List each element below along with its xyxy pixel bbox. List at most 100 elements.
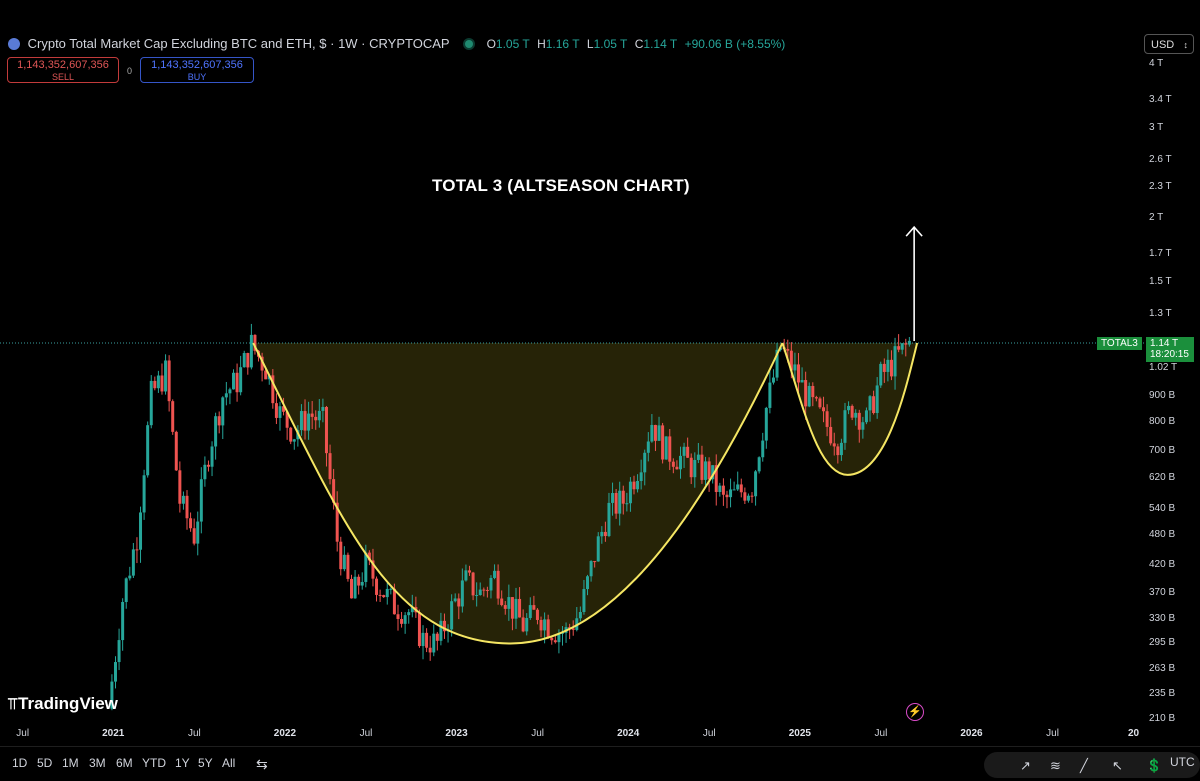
sell-button[interactable]: 1,143,352,607,356 SELL — [7, 57, 119, 83]
candle-body — [768, 382, 772, 408]
candle-body — [864, 410, 868, 423]
candle-body — [700, 454, 704, 480]
candle-body — [843, 410, 847, 443]
timeframe-5d[interactable]: 5D — [37, 756, 53, 770]
timeframe-5y[interactable]: 5Y — [198, 756, 213, 770]
candle-body — [514, 598, 518, 619]
candle-body — [696, 454, 700, 460]
buy-button[interactable]: 1,143,352,607,356 BUY — [140, 57, 254, 83]
candle-body — [682, 446, 686, 456]
candle-body — [789, 350, 793, 371]
candle-body — [822, 407, 826, 412]
candle-body — [149, 380, 153, 426]
x-tick-label: 2021 — [102, 728, 125, 739]
candle-body — [578, 612, 582, 619]
candle-body — [503, 605, 507, 609]
candle-body — [736, 484, 740, 490]
price-chart[interactable] — [0, 0, 1200, 745]
candle-body — [571, 628, 575, 630]
candle-body — [324, 406, 328, 454]
candle-body — [539, 619, 543, 631]
symbol-title[interactable]: Crypto Total Market Cap Excluding BTC an… — [27, 36, 450, 51]
lightning-icon[interactable]: ⚡ — [906, 703, 924, 721]
candle-body — [156, 375, 160, 389]
tradingview-logo[interactable]: ⫪ TradingView — [8, 694, 118, 713]
candle-body — [729, 489, 733, 498]
trend-line-tool-icon[interactable]: ↗ — [1020, 758, 1031, 773]
candle-body — [221, 397, 225, 426]
candle-body — [686, 446, 690, 458]
last-price-symbol: TOTAL3 — [1097, 337, 1142, 350]
chevron-updown-icon: ↕ — [1183, 40, 1189, 50]
candle-body — [121, 601, 125, 641]
candle-body — [786, 349, 790, 351]
x-tick-label: 2025 — [788, 728, 811, 739]
candle-body — [550, 637, 554, 641]
candle-body — [639, 472, 643, 481]
candle-body — [589, 561, 593, 577]
currency-select[interactable]: USD ↕ — [1144, 34, 1194, 54]
candle-body — [139, 512, 143, 550]
candle-body — [568, 627, 572, 629]
cup-curve — [252, 342, 784, 645]
candle-body — [582, 589, 586, 613]
candle-body — [793, 364, 797, 371]
candle-body — [764, 407, 768, 441]
candle-body — [231, 372, 235, 390]
candle-body — [704, 461, 708, 480]
candle-body — [611, 493, 615, 503]
y-tick-label: 1.7 T — [1149, 248, 1172, 260]
candle-body — [264, 370, 268, 380]
candle-body — [800, 380, 804, 383]
candle-body — [396, 614, 400, 619]
candle-body — [357, 576, 361, 586]
timeframe-6m[interactable]: 6M — [116, 756, 133, 770]
timeframe-ytd[interactable]: YTD — [142, 756, 166, 770]
candle-body — [239, 367, 243, 393]
candle-body — [113, 662, 117, 682]
cursor-tool-icon[interactable]: ↖ — [1112, 758, 1123, 773]
candle-body — [553, 640, 557, 643]
y-tick-label: 900 B — [1149, 389, 1176, 401]
y-tick-label: 295 B — [1149, 637, 1176, 649]
candle-body — [167, 360, 171, 402]
timeframe-1y[interactable]: 1Y — [175, 756, 190, 770]
candle-body — [546, 619, 550, 638]
candle-body — [811, 385, 815, 398]
y-tick-label: 3 T — [1149, 121, 1164, 133]
timeframe-all[interactable]: All — [222, 756, 236, 770]
candle-body — [646, 441, 650, 453]
y-tick-label: 700 B — [1149, 445, 1176, 457]
candle-body — [417, 612, 421, 647]
timezone-label[interactable]: UTC — [1170, 755, 1195, 769]
candle-body — [507, 597, 511, 609]
candle-body — [689, 457, 693, 478]
candle-body — [675, 466, 679, 470]
candle-body — [282, 406, 286, 412]
candle-body — [442, 620, 446, 632]
candle-body — [836, 446, 840, 456]
y-tick-label: 330 B — [1149, 612, 1176, 624]
date-range-icon[interactable]: ⇆ — [256, 756, 268, 772]
candle-body — [521, 617, 525, 632]
candle-body — [721, 485, 725, 495]
candle-body — [750, 495, 754, 497]
price-settings-icon[interactable]: 💲 — [1146, 758, 1163, 773]
timeframe-1m[interactable]: 1M — [62, 756, 79, 770]
line-tool-icon[interactable]: ╱ — [1080, 758, 1088, 773]
candle-body — [228, 389, 232, 394]
x-tick-label: Jul — [359, 728, 373, 739]
candle-body — [214, 416, 218, 447]
timeframe-1d[interactable]: 1D — [12, 756, 28, 770]
pattern-tool-icon[interactable]: ≋ — [1050, 758, 1061, 773]
y-tick-label: 4 T — [1149, 58, 1164, 69]
candle-body — [171, 401, 175, 432]
y-tick-label: 540 B — [1149, 503, 1176, 515]
candle-body — [614, 493, 618, 514]
candle-body — [879, 363, 883, 386]
candle-body — [657, 425, 661, 441]
x-tick-label: Jul — [16, 728, 30, 739]
candle-body — [360, 581, 364, 586]
candle-body — [471, 572, 475, 596]
timeframe-3m[interactable]: 3M — [89, 756, 106, 770]
